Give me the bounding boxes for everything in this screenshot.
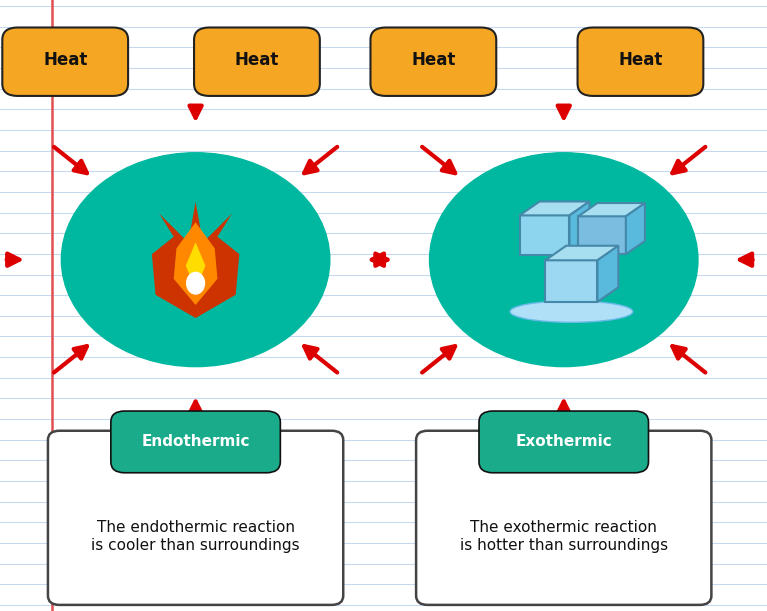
Polygon shape — [578, 203, 645, 216]
Polygon shape — [545, 260, 597, 302]
FancyBboxPatch shape — [370, 27, 496, 96]
Circle shape — [430, 153, 698, 367]
Polygon shape — [597, 246, 618, 302]
Polygon shape — [520, 215, 569, 255]
Polygon shape — [173, 222, 218, 305]
Polygon shape — [186, 243, 206, 289]
Text: Heat: Heat — [235, 51, 279, 70]
Text: Heat: Heat — [411, 51, 456, 70]
Polygon shape — [626, 203, 645, 254]
FancyBboxPatch shape — [194, 27, 320, 96]
FancyBboxPatch shape — [479, 411, 648, 473]
Polygon shape — [578, 216, 626, 254]
Polygon shape — [569, 202, 589, 255]
Text: Heat: Heat — [618, 51, 663, 70]
FancyBboxPatch shape — [48, 431, 344, 605]
FancyBboxPatch shape — [2, 27, 128, 96]
Text: Heat: Heat — [43, 51, 87, 70]
FancyBboxPatch shape — [111, 411, 281, 473]
FancyBboxPatch shape — [578, 27, 703, 96]
Text: Endothermic: Endothermic — [141, 434, 250, 450]
Text: The endothermic reaction
is cooler than surroundings: The endothermic reaction is cooler than … — [91, 521, 300, 553]
Polygon shape — [152, 202, 239, 318]
FancyBboxPatch shape — [416, 431, 712, 605]
Text: The exothermic reaction
is hotter than surroundings: The exothermic reaction is hotter than s… — [459, 521, 668, 553]
Ellipse shape — [186, 272, 206, 295]
Ellipse shape — [510, 301, 633, 323]
Text: Exothermic: Exothermic — [515, 434, 612, 450]
Circle shape — [61, 153, 330, 367]
Polygon shape — [545, 246, 618, 260]
Polygon shape — [520, 202, 589, 215]
